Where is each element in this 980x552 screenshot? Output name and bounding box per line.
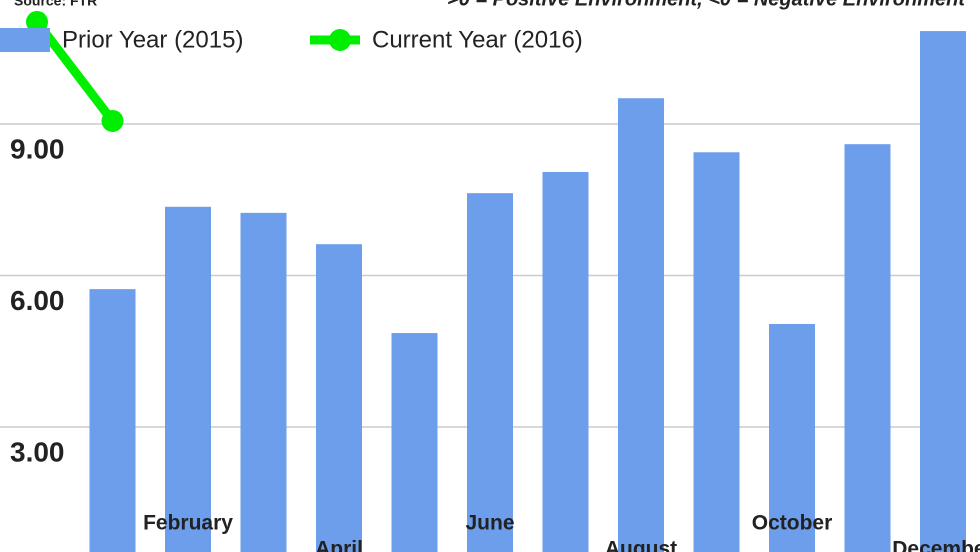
bar <box>769 323 815 552</box>
legend-swatch <box>0 28 50 52</box>
bar <box>693 152 740 552</box>
bar <box>240 212 287 552</box>
y-tick-label: 9.00 <box>10 133 65 164</box>
legend-label: Prior Year (2015) <box>62 26 243 53</box>
y-tick-label: 3.00 <box>10 436 65 467</box>
bar <box>542 171 589 552</box>
legend-label: Current Year (2016) <box>372 26 583 53</box>
bar <box>165 206 211 552</box>
x-tick-label: December <box>892 538 980 552</box>
bar <box>618 98 664 552</box>
bar <box>391 333 438 552</box>
bar <box>920 31 966 552</box>
x-tick-label: June <box>465 512 514 535</box>
bar <box>89 289 136 552</box>
y-tick-label: 6.00 <box>10 285 65 316</box>
x-tick-label: October <box>752 512 833 535</box>
bar <box>467 193 513 552</box>
x-tick-label: August <box>605 538 677 552</box>
line-point <box>26 10 48 33</box>
bar <box>844 144 891 552</box>
legend-swatch <box>329 29 351 51</box>
x-tick-label: February <box>143 512 233 535</box>
source: Source: FTR <box>14 0 97 9</box>
line-point <box>101 109 124 132</box>
bar <box>316 244 362 552</box>
x-tick-label: April <box>315 538 363 552</box>
subtitle: >0 = Positive Environment, <0 = Negative… <box>447 0 966 10</box>
